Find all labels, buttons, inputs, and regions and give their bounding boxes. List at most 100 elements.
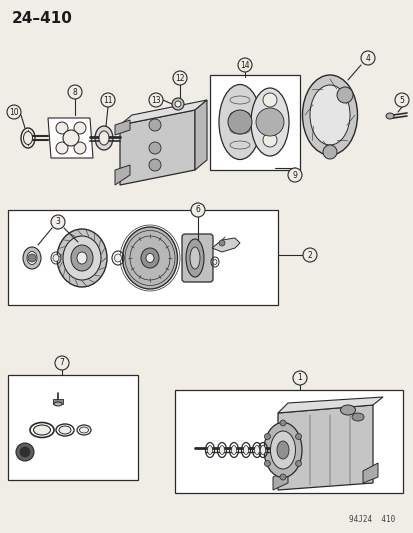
Circle shape <box>218 240 224 246</box>
Circle shape <box>255 108 283 136</box>
Ellipse shape <box>270 431 295 469</box>
Text: 9: 9 <box>292 171 297 180</box>
Circle shape <box>101 93 115 107</box>
Bar <box>209 75 299 170</box>
Circle shape <box>322 145 336 159</box>
Ellipse shape <box>99 131 109 145</box>
Ellipse shape <box>63 236 101 280</box>
Text: 1: 1 <box>297 374 301 383</box>
Circle shape <box>302 248 316 262</box>
Ellipse shape <box>302 75 357 155</box>
Ellipse shape <box>190 247 199 269</box>
Text: 8: 8 <box>72 87 77 96</box>
Circle shape <box>149 93 163 107</box>
Ellipse shape <box>122 227 177 289</box>
Circle shape <box>292 371 306 385</box>
Ellipse shape <box>141 248 159 268</box>
Ellipse shape <box>212 260 216 264</box>
Ellipse shape <box>385 113 393 119</box>
Polygon shape <box>115 165 130 185</box>
Ellipse shape <box>27 252 37 264</box>
Ellipse shape <box>57 229 107 287</box>
Text: 11: 11 <box>103 95 112 104</box>
Text: 13: 13 <box>151 95 160 104</box>
Polygon shape <box>115 120 130 135</box>
Ellipse shape <box>77 252 87 264</box>
Polygon shape <box>195 100 206 170</box>
Ellipse shape <box>185 239 204 277</box>
Circle shape <box>20 447 30 457</box>
Circle shape <box>336 87 352 103</box>
Circle shape <box>360 51 374 65</box>
Ellipse shape <box>54 402 62 406</box>
Ellipse shape <box>351 413 363 421</box>
Circle shape <box>149 142 161 154</box>
Bar <box>8 210 277 305</box>
Ellipse shape <box>207 446 212 455</box>
Circle shape <box>63 130 79 146</box>
Circle shape <box>394 93 408 107</box>
Ellipse shape <box>254 446 259 455</box>
Circle shape <box>51 215 65 229</box>
Ellipse shape <box>250 88 288 156</box>
Ellipse shape <box>71 245 93 271</box>
Bar <box>53 399 63 404</box>
Circle shape <box>237 58 252 72</box>
Text: 5: 5 <box>399 95 404 104</box>
FancyBboxPatch shape <box>182 234 212 282</box>
Ellipse shape <box>95 126 113 150</box>
Circle shape <box>173 71 187 85</box>
Circle shape <box>55 356 69 370</box>
Ellipse shape <box>219 446 224 455</box>
Polygon shape <box>120 110 195 185</box>
Ellipse shape <box>114 254 121 262</box>
Polygon shape <box>211 238 240 252</box>
Text: 4: 4 <box>365 53 370 62</box>
Ellipse shape <box>243 446 248 455</box>
Polygon shape <box>277 405 372 490</box>
Ellipse shape <box>24 132 33 144</box>
Circle shape <box>56 122 68 134</box>
Circle shape <box>149 119 161 131</box>
Circle shape <box>264 461 270 466</box>
Text: 24–410: 24–410 <box>12 11 73 26</box>
Text: 7: 7 <box>59 359 64 367</box>
Text: 10: 10 <box>9 108 19 117</box>
Text: 94J24  410: 94J24 410 <box>348 515 394 524</box>
Ellipse shape <box>33 425 50 435</box>
Circle shape <box>74 142 86 154</box>
Circle shape <box>287 168 301 182</box>
Ellipse shape <box>276 441 288 459</box>
Circle shape <box>295 461 301 466</box>
Polygon shape <box>362 463 377 483</box>
Text: 3: 3 <box>55 217 60 227</box>
Circle shape <box>262 93 276 107</box>
Circle shape <box>279 420 285 426</box>
Bar <box>8 375 138 480</box>
Bar <box>175 390 402 493</box>
Ellipse shape <box>79 427 88 433</box>
Circle shape <box>190 203 204 217</box>
Text: 6: 6 <box>195 206 200 214</box>
Ellipse shape <box>146 254 154 262</box>
Ellipse shape <box>218 85 260 159</box>
Circle shape <box>228 110 252 134</box>
Ellipse shape <box>23 247 41 269</box>
Circle shape <box>262 113 276 127</box>
Circle shape <box>295 433 301 440</box>
Text: 2: 2 <box>307 251 312 260</box>
Polygon shape <box>277 397 382 413</box>
Circle shape <box>68 85 82 99</box>
Polygon shape <box>272 470 287 490</box>
Circle shape <box>279 474 285 480</box>
Circle shape <box>7 105 21 119</box>
Circle shape <box>262 133 276 147</box>
Circle shape <box>16 443 34 461</box>
Ellipse shape <box>59 426 71 434</box>
Circle shape <box>149 159 161 171</box>
Circle shape <box>171 98 183 110</box>
Ellipse shape <box>309 85 349 145</box>
Circle shape <box>74 122 86 134</box>
Text: 12: 12 <box>175 74 184 83</box>
Ellipse shape <box>231 446 236 455</box>
